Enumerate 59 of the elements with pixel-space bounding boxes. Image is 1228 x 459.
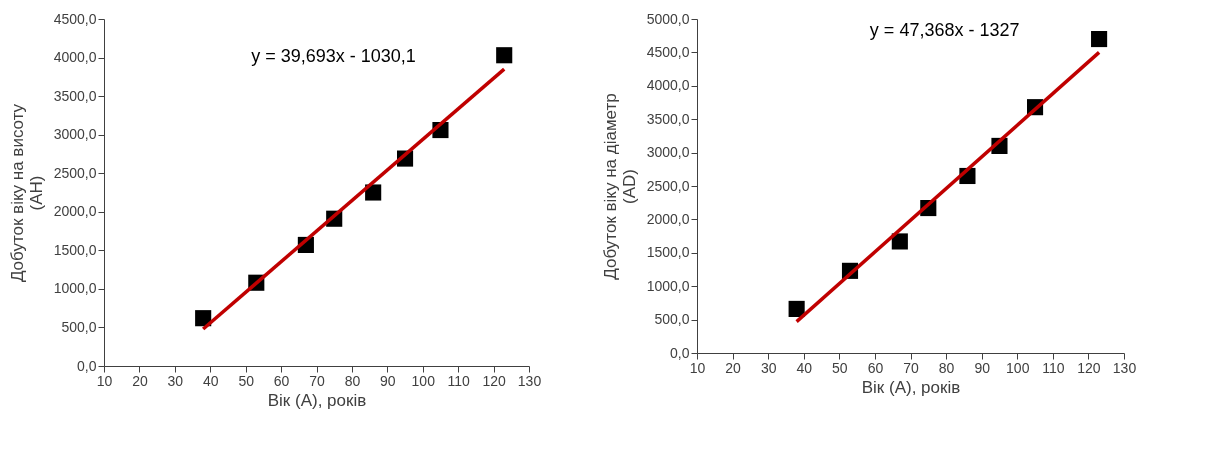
- x-tick-label: 70: [309, 372, 325, 389]
- y-tick-label: 500,0: [654, 311, 690, 328]
- y-tick-label: 0,0: [77, 357, 97, 374]
- y-tick-label: 4000,0: [646, 77, 690, 94]
- x-tick-label: 110: [1042, 359, 1065, 376]
- x-tick-label: 10: [96, 372, 113, 389]
- y-tick-label: 4000,0: [53, 49, 97, 66]
- y-tick-label: 1500,0: [646, 244, 690, 261]
- point: [1091, 30, 1108, 48]
- y-tick-label: 3000,0: [646, 144, 690, 161]
- x-axis-title: Вік (А), років: [861, 377, 961, 397]
- point: [788, 300, 805, 317]
- x-tick-label: 50: [238, 372, 255, 389]
- y-tick-label: 1000,0: [53, 280, 97, 297]
- x-tick-label: 70: [903, 359, 919, 376]
- x-tick-label: 30: [167, 372, 184, 389]
- y-tick-label: 3000,0: [53, 126, 97, 143]
- x-tick-label: 80: [938, 359, 955, 376]
- x-tick-label: 40: [796, 359, 813, 376]
- x-tick-label: 120: [1077, 359, 1101, 376]
- point: [496, 47, 513, 64]
- x-tick-label: 130: [517, 372, 542, 389]
- y-tick-label: 2000,0: [53, 203, 97, 220]
- y-tick-label: 2500,0: [53, 164, 97, 181]
- point: [365, 184, 382, 201]
- point: [195, 310, 212, 327]
- y-tick-label: 1500,0: [53, 241, 97, 258]
- y-tick-label: 4500,0: [53, 10, 97, 27]
- x-tick-label: 20: [725, 359, 742, 376]
- x-tick-label: 90: [380, 372, 396, 389]
- x-tick-label: 20: [132, 372, 148, 389]
- x-tick-label: 80: [344, 372, 361, 389]
- x-tick-label: 60: [867, 359, 884, 376]
- x-tick-label: 50: [832, 359, 848, 376]
- y-tick-label: 4500,0: [646, 43, 690, 60]
- x-axis-title: Вік (А), років: [267, 390, 367, 410]
- y-tick-label: 3500,0: [646, 110, 690, 127]
- point: [891, 233, 908, 250]
- y-tick-label: 5000,0: [646, 10, 690, 27]
- x-tick-label: 10: [689, 359, 706, 376]
- annotation: y = 47,368x - 1327: [869, 20, 1020, 40]
- y-tick-label: 1000,0: [646, 277, 690, 294]
- y-tick-label: 0,0: [670, 344, 690, 361]
- x-tick-label: 130: [1112, 359, 1137, 376]
- y-tick-label: 2500,0: [646, 177, 690, 194]
- y-axis-title: Добуток віку на висоту (AH): [7, 103, 46, 283]
- y-tick-label: 3500,0: [53, 87, 97, 104]
- x-tick-label: 100: [1006, 359, 1030, 376]
- x-tick-label: 60: [273, 372, 290, 389]
- x-tick-label: 30: [760, 359, 777, 376]
- y-tick-label: 500,0: [61, 318, 97, 335]
- x-tick-label: 40: [202, 372, 219, 389]
- x-tick-label: 100: [411, 372, 436, 389]
- x-tick-label: 120: [482, 372, 506, 389]
- x-tick-label: 90: [974, 359, 991, 376]
- annotation: y = 39,693x - 1030,1: [251, 46, 416, 66]
- y-tick-label: 2000,0: [646, 210, 690, 227]
- x-tick-label: 110: [447, 372, 471, 389]
- y-axis-title: Добуток віку на діаметр (AD): [600, 93, 639, 280]
